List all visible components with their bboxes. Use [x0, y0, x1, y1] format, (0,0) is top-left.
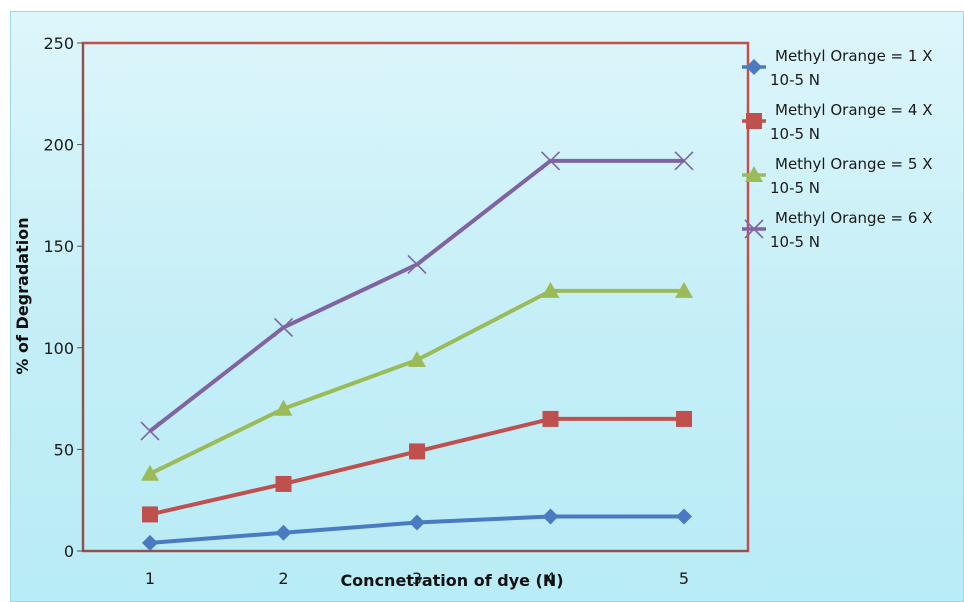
series-4-point — [674, 151, 694, 171]
y-tick-label: 100 — [43, 339, 74, 358]
series-1-point — [142, 534, 158, 551]
series-line-4 — [148, 158, 684, 433]
series-3-point — [408, 350, 426, 367]
legend-label-1: 10-5 N — [770, 71, 820, 89]
legend-marker-1 — [746, 59, 762, 75]
y-axis-title: % of Degradation — [13, 217, 32, 374]
plot-layer: 0 50 100 150 200 250 1 2 3 4 5 Methyl Orange = 1 X 1… — [43, 34, 932, 588]
plot-area-border — [81, 41, 750, 553]
x-tick-label: 1 — [145, 569, 155, 588]
series-4-point — [273, 317, 294, 338]
series-3-point — [141, 464, 159, 481]
series-2-point — [542, 410, 559, 427]
legend-label-2: Methyl Orange = 4 X — [775, 101, 933, 119]
legend-label-3: 10-5 N — [770, 179, 820, 197]
y-tick-label: 250 — [43, 34, 74, 53]
chart-frame — [10, 11, 964, 602]
x-tick-label: 4 — [545, 569, 555, 588]
x-tick-label: 2 — [278, 569, 288, 588]
y-tick-label: 200 — [43, 136, 74, 155]
y-tick-label: 0 — [64, 542, 74, 561]
y-tick-label: 150 — [43, 237, 74, 256]
series-1-point — [676, 508, 692, 525]
legend-label-4: 10-5 N — [770, 233, 820, 251]
series-1-point — [409, 514, 425, 531]
series-1-point — [275, 524, 292, 541]
legend-marker-3 — [745, 166, 763, 182]
series-2-point — [142, 506, 158, 523]
series-2-point — [676, 410, 692, 427]
legend-marker-4 — [744, 219, 764, 239]
x-tick-label: 3 — [412, 569, 422, 588]
series-3-point — [675, 281, 693, 298]
series-4-point — [407, 254, 427, 275]
legend-marker-2 — [746, 113, 762, 129]
x-axis-title: Concnetration of dye (N) — [340, 571, 563, 590]
legend-label-1: Methyl Orange = 1 X — [775, 47, 933, 65]
x-tick-label: 5 — [679, 569, 689, 588]
series-1-point — [542, 508, 559, 525]
series-3-point — [541, 281, 560, 298]
legend-label-2: 10-5 N — [770, 125, 820, 143]
legend-label-4: Methyl Orange = 6 X — [775, 209, 933, 227]
y-tick-label: 50 — [54, 440, 74, 459]
series-4-point — [140, 421, 160, 441]
series-4-point — [540, 151, 561, 171]
legend-label-3: Methyl Orange = 5 X — [775, 155, 933, 173]
series-2-point — [409, 443, 425, 460]
series-2-point — [275, 475, 292, 492]
series-3-point — [274, 399, 293, 416]
